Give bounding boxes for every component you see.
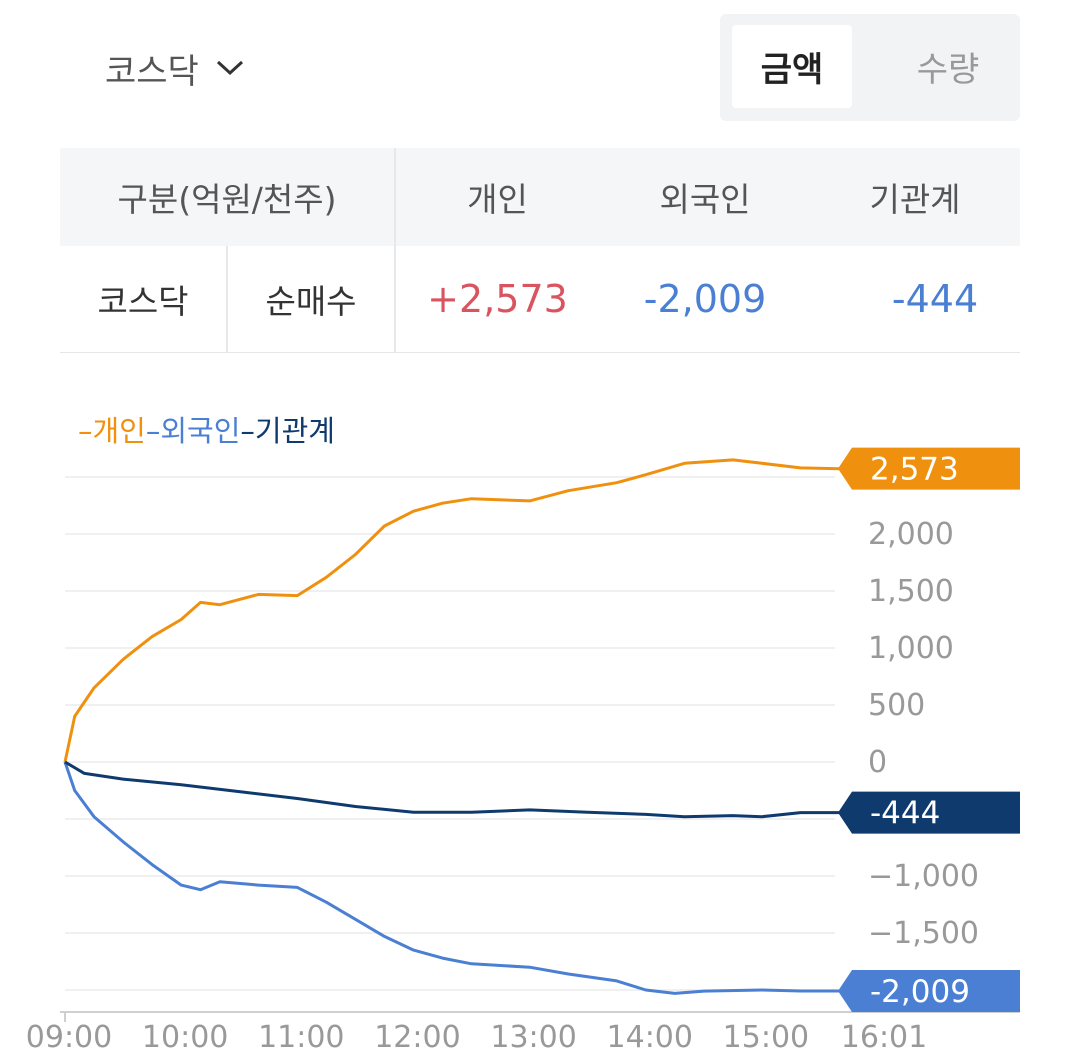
y-tick-label: 500 xyxy=(868,688,925,723)
x-tick-label: 09:00 xyxy=(26,1020,112,1055)
legend-label-individual: 개인 xyxy=(92,414,146,448)
column-divider xyxy=(394,246,396,352)
y-tick-label: −1,000 xyxy=(868,859,979,894)
chart-legend: –개인 –외국인 –기관계 xyxy=(78,408,335,450)
foreign-value: -2,009 xyxy=(643,277,767,321)
x-tick-label: 15:00 xyxy=(723,1020,809,1055)
unit-toggle: 금액 수량 xyxy=(720,14,1020,121)
series-line-1 xyxy=(63,761,880,995)
header-category: 구분(억원/천주) xyxy=(117,180,337,219)
header-individual: 개인 xyxy=(467,180,528,219)
individual-value: +2,573 xyxy=(427,277,568,321)
x-tick-label: 13:00 xyxy=(490,1020,576,1055)
market-dropdown-label: 코스닥 xyxy=(105,51,199,92)
end-value-tag-1 xyxy=(838,970,1020,1013)
investor-table: 구분(억원/천주) 개인 외국인 기관계 코스닥 순매수 +2,573 -2,0… xyxy=(60,148,1020,353)
series-line-2 xyxy=(64,760,880,819)
x-tick-label: 10:00 xyxy=(142,1020,228,1055)
y-tick-label: 1,000 xyxy=(868,631,954,666)
table-header: 구분(억원/천주) 개인 외국인 기관계 xyxy=(60,148,1020,246)
y-tick-label: 1,500 xyxy=(868,574,954,609)
end-value-tag-2 xyxy=(838,791,1020,834)
market-dropdown[interactable]: 코스닥 xyxy=(105,42,245,94)
y-tick-label: −1,500 xyxy=(868,916,979,951)
net-buy-line-chart: 2,000 1,500 1,000 500 0 −1,000 −1,500 09:00 10:0… xyxy=(26,447,1020,1055)
x-tick-label: 16:01 xyxy=(841,1020,927,1055)
column-divider xyxy=(226,246,228,352)
legend-item-individual: –개인 xyxy=(78,414,146,448)
institution-value: -444 xyxy=(891,277,979,321)
end-value-tag-0 xyxy=(838,447,1020,490)
legend-label-foreign: 외국인 xyxy=(160,414,241,448)
series-line-0 xyxy=(63,458,880,763)
header-institution: 기관계 xyxy=(869,180,961,219)
header-foreign: 외국인 xyxy=(659,180,751,219)
end-value-label-2: -444 xyxy=(870,796,940,832)
end-value-label-1: -2,009 xyxy=(870,974,970,1010)
legend-label-institution: 기관계 xyxy=(254,414,335,448)
x-tick-label: 11:00 xyxy=(258,1020,344,1055)
table-row: 코스닥 순매수 +2,573 -2,009 -444 xyxy=(60,246,1020,353)
amount-tab[interactable]: 금액 xyxy=(732,25,852,108)
x-tick-label: 12:00 xyxy=(374,1020,460,1055)
y-tick-label: 2,000 xyxy=(868,517,954,552)
x-tick-label: 14:00 xyxy=(607,1020,693,1055)
row-market: 코스닥 xyxy=(97,282,189,321)
legend-item-institution: –기관계 xyxy=(240,414,335,448)
legend-item-foreign: –외국인 xyxy=(145,414,241,448)
chevron-down-icon xyxy=(215,58,245,78)
y-tick-label: 0 xyxy=(868,745,887,780)
quantity-tab[interactable]: 수량 xyxy=(916,50,980,90)
row-type: 순매수 xyxy=(265,282,357,321)
end-value-label-0: 2,573 xyxy=(870,452,959,488)
column-divider xyxy=(394,148,396,246)
